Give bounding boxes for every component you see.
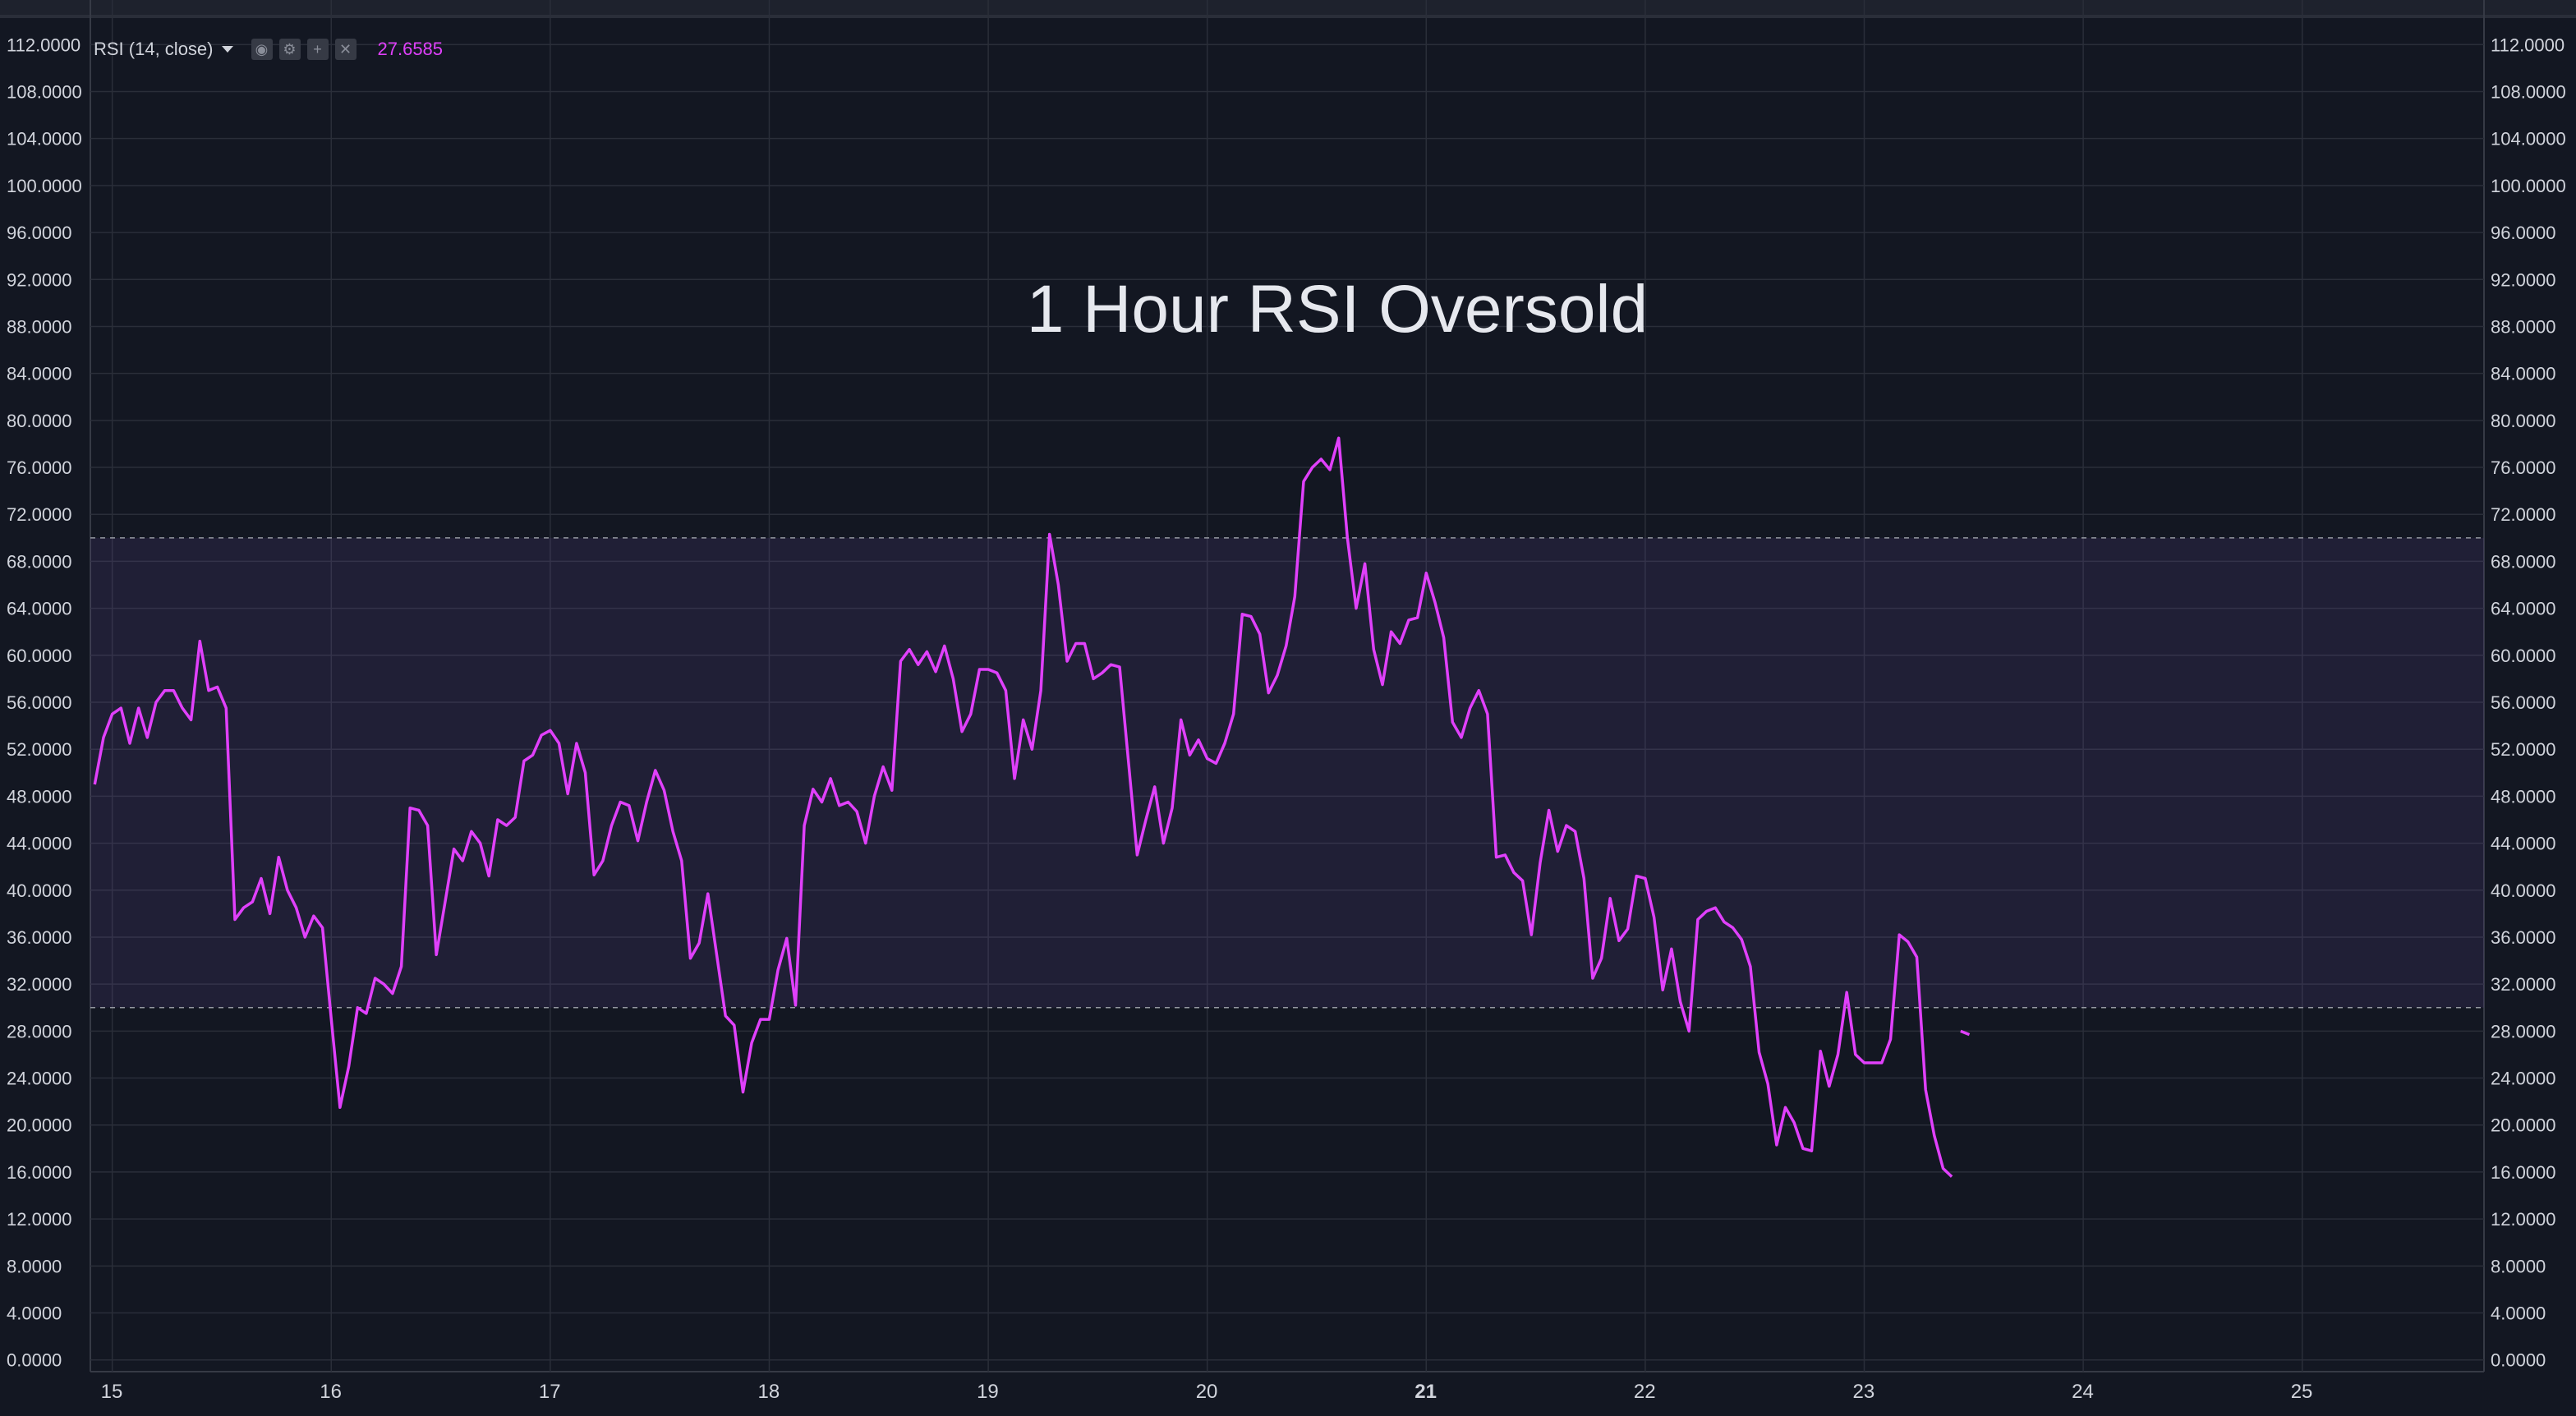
y-tick-label-left: 104.0000 xyxy=(7,129,82,149)
time-axis[interactable]: 15 16 17 18 19 20 21 22 23 24 25 xyxy=(101,1381,2313,1403)
y-tick-label-right: 20.0000 xyxy=(2491,1115,2556,1136)
y-tick-label-right: 28.0000 xyxy=(2491,1021,2556,1041)
y-tick-label-left: 44.0000 xyxy=(7,834,72,854)
y-tick-label-left: 84.0000 xyxy=(7,364,72,384)
y-tick-label-right: 32.0000 xyxy=(2491,974,2556,995)
overbought-oversold-band xyxy=(90,537,2484,1009)
study-value: 27.6585 xyxy=(377,39,444,59)
y-tick-label-left: 32.0000 xyxy=(7,974,72,995)
y-tick-label-left: 24.0000 xyxy=(7,1069,72,1089)
gear-icon[interactable]: ⚙ xyxy=(278,39,301,60)
y-tick-label-left: 28.0000 xyxy=(7,1021,72,1041)
close-icon[interactable]: ✕ xyxy=(334,39,356,60)
rsi-band-fill xyxy=(90,537,2484,1008)
y-tick-label-left: 12.0000 xyxy=(7,1209,72,1230)
y-tick-label-right: 52.0000 xyxy=(2491,739,2556,760)
y-tick-label-right: 60.0000 xyxy=(2491,646,2556,666)
y-tick-label-right: 0.0000 xyxy=(2491,1350,2546,1371)
left-price-axis[interactable]: 0.0000 4.0000 8.0000 12.0000 16.0000 20.0000 2… xyxy=(7,34,82,1370)
y-tick-label-right: 88.0000 xyxy=(2491,316,2556,337)
eye-icon[interactable]: ◉ xyxy=(251,39,273,60)
y-tick-label-left: 88.0000 xyxy=(7,316,72,337)
y-tick-label-left: 100.0000 xyxy=(7,176,82,196)
y-tick-label-right: 92.0000 xyxy=(2491,269,2556,290)
x-tick-label: 24 xyxy=(2072,1381,2094,1403)
y-tick-label-right: 84.0000 xyxy=(2491,364,2556,384)
x-tick-label: 17 xyxy=(539,1381,561,1403)
right-price-axis[interactable]: 0.0000 4.0000 8.0000 12.0000 16.0000 20.0000 2… xyxy=(2491,34,2566,1370)
y-tick-label-left: 56.0000 xyxy=(7,692,72,713)
y-tick-label-right: 112.0000 xyxy=(2491,34,2564,55)
y-tick-label-right: 100.0000 xyxy=(2491,176,2566,196)
chart-title: 1 Hour RSI Oversold xyxy=(1027,272,1649,347)
study-name[interactable]: RSI (14, close) xyxy=(94,39,214,59)
y-tick-label-left: 72.0000 xyxy=(7,504,72,525)
y-tick-label-left: 0.0000 xyxy=(7,1350,62,1371)
y-tick-label-left: 4.0000 xyxy=(7,1303,62,1324)
x-tick-label: 22 xyxy=(1634,1381,1656,1403)
x-tick-label: 18 xyxy=(757,1381,780,1403)
y-tick-label-left: 40.0000 xyxy=(7,880,72,901)
y-tick-label-right: 56.0000 xyxy=(2491,692,2556,713)
y-tick-label-left: 92.0000 xyxy=(7,269,72,290)
rsi-series xyxy=(93,436,1971,1178)
y-tick-label-right: 24.0000 xyxy=(2491,1069,2556,1089)
y-tick-label-right: 12.0000 xyxy=(2491,1209,2556,1230)
y-tick-label-right: 72.0000 xyxy=(2491,504,2556,525)
y-tick-label-left: 52.0000 xyxy=(7,739,72,760)
grid xyxy=(90,0,2485,1372)
y-tick-label-right: 104.0000 xyxy=(2491,129,2566,149)
y-tick-label-left: 108.0000 xyxy=(7,81,82,102)
x-tick-label: 15 xyxy=(101,1381,123,1403)
y-tick-label-right: 48.0000 xyxy=(2491,786,2556,807)
y-tick-label-right: 80.0000 xyxy=(2491,411,2556,431)
y-tick-label-left: 36.0000 xyxy=(7,927,72,948)
y-tick-label-right: 64.0000 xyxy=(2491,599,2556,619)
y-tick-label-left: 112.0000 xyxy=(7,34,80,55)
y-tick-label-right: 36.0000 xyxy=(2491,927,2556,948)
y-tick-label-right: 68.0000 xyxy=(2491,551,2556,572)
x-tick-label: 16 xyxy=(320,1381,342,1403)
rsi-line-segment-0 xyxy=(93,436,1953,1178)
top-toolbar-strip xyxy=(0,0,2576,15)
y-tick-label-right: 108.0000 xyxy=(2491,81,2566,102)
y-tick-label-left: 8.0000 xyxy=(7,1256,62,1276)
y-tick-label-left: 64.0000 xyxy=(7,599,72,619)
y-tick-label-right: 76.0000 xyxy=(2491,457,2556,478)
y-tick-label-left: 80.0000 xyxy=(7,411,72,431)
y-tick-label-left: 68.0000 xyxy=(7,551,72,572)
rsi-line-segment-1 xyxy=(1960,1029,1971,1037)
x-tick-label: 19 xyxy=(977,1381,999,1403)
y-tick-label-right: 16.0000 xyxy=(2491,1162,2556,1183)
y-tick-label-left: 20.0000 xyxy=(7,1115,72,1136)
x-tick-label: 21 xyxy=(1414,1381,1437,1403)
x-tick-label: 20 xyxy=(1196,1381,1218,1403)
chevron-down-icon[interactable] xyxy=(221,46,233,53)
x-tick-label: 25 xyxy=(2291,1381,2313,1403)
toolbar-divider xyxy=(0,15,2576,18)
y-tick-label-left: 96.0000 xyxy=(7,223,72,243)
y-tick-label-right: 4.0000 xyxy=(2491,1303,2546,1324)
y-tick-label-left: 60.0000 xyxy=(7,646,72,666)
y-tick-label-right: 44.0000 xyxy=(2491,834,2556,854)
y-tick-label-left: 76.0000 xyxy=(7,457,72,478)
y-tick-label-right: 8.0000 xyxy=(2491,1256,2546,1276)
y-tick-label-right: 96.0000 xyxy=(2491,223,2556,243)
x-tick-label: 23 xyxy=(1853,1381,1875,1403)
study-legend[interactable]: RSI (14, close) ◉ ⚙ + ✕ 27.6585 xyxy=(94,33,443,66)
plus-icon[interactable]: + xyxy=(306,39,329,60)
y-tick-label-left: 16.0000 xyxy=(7,1162,72,1183)
y-tick-label-right: 40.0000 xyxy=(2491,880,2556,901)
y-tick-label-left: 48.0000 xyxy=(7,786,72,807)
